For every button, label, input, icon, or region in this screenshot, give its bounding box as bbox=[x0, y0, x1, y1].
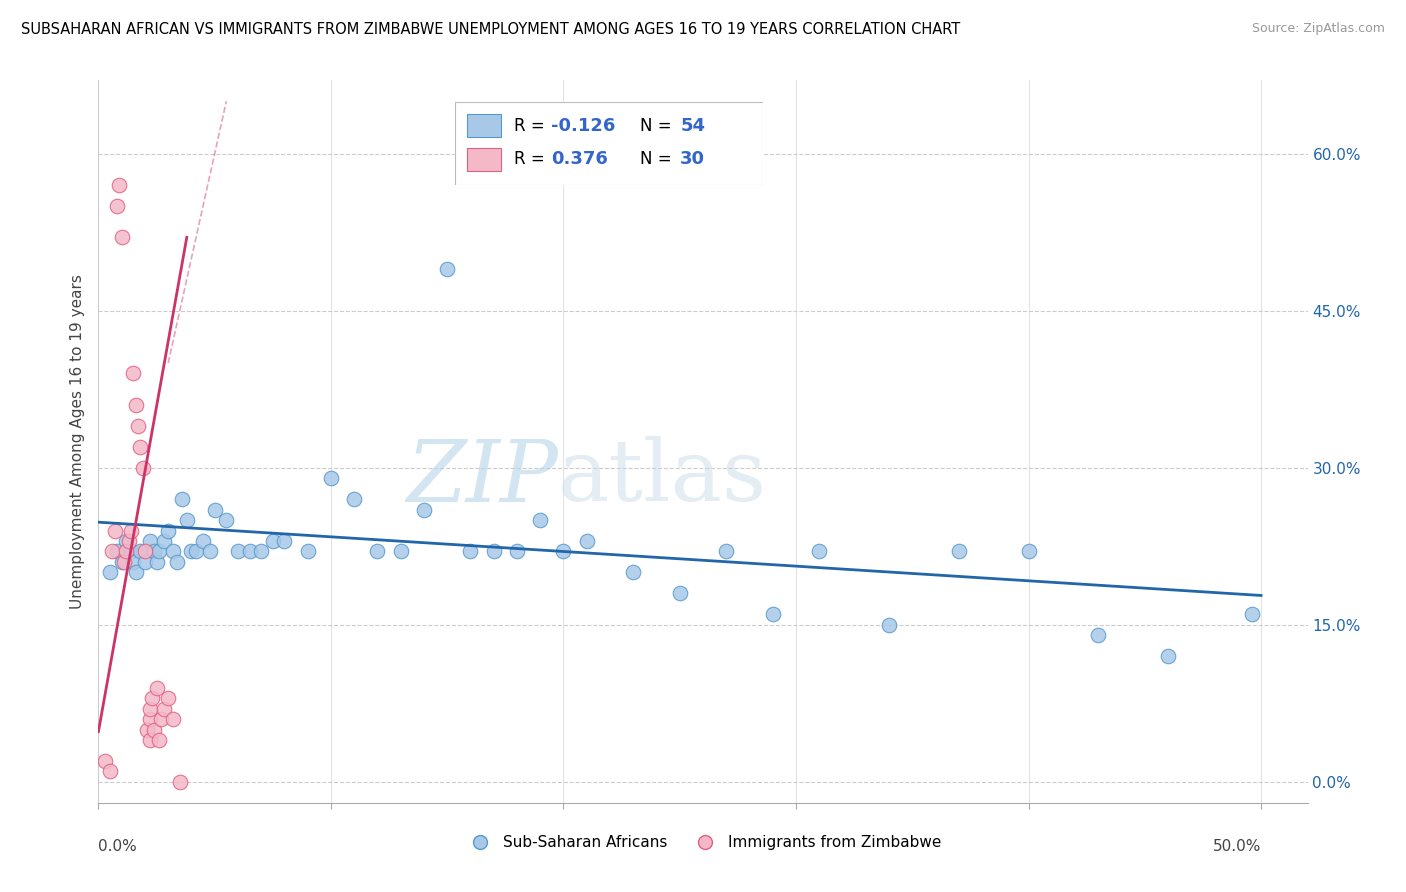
Point bbox=[148, 733, 170, 747]
Point bbox=[115, 534, 138, 549]
Point bbox=[124, 398, 146, 412]
Point bbox=[157, 524, 180, 538]
Point bbox=[1018, 544, 1040, 558]
Point bbox=[204, 502, 226, 516]
Point bbox=[141, 691, 163, 706]
Point bbox=[94, 754, 117, 768]
Point bbox=[136, 723, 159, 737]
Point bbox=[273, 534, 295, 549]
Point bbox=[436, 261, 458, 276]
Point bbox=[1240, 607, 1263, 622]
Point bbox=[716, 544, 738, 558]
Point bbox=[162, 712, 184, 726]
Point bbox=[262, 534, 284, 549]
Point bbox=[553, 544, 575, 558]
Point bbox=[162, 544, 184, 558]
Point bbox=[191, 534, 214, 549]
Point bbox=[98, 566, 121, 580]
Point bbox=[152, 534, 174, 549]
Point bbox=[105, 199, 128, 213]
Text: 50.0%: 50.0% bbox=[1213, 839, 1261, 855]
Point bbox=[124, 566, 146, 580]
Point bbox=[621, 566, 644, 580]
Point bbox=[176, 513, 198, 527]
Point bbox=[145, 555, 167, 569]
Point bbox=[134, 544, 156, 558]
Point bbox=[948, 544, 970, 558]
Point bbox=[143, 544, 166, 558]
Text: Source: ZipAtlas.com: Source: ZipAtlas.com bbox=[1251, 22, 1385, 36]
Text: SUBSAHARAN AFRICAN VS IMMIGRANTS FROM ZIMBABWE UNEMPLOYMENT AMONG AGES 16 TO 19 : SUBSAHARAN AFRICAN VS IMMIGRANTS FROM ZI… bbox=[21, 22, 960, 37]
Point bbox=[122, 367, 145, 381]
Point bbox=[152, 701, 174, 715]
Point bbox=[529, 513, 551, 527]
Point bbox=[877, 617, 900, 632]
Point bbox=[215, 513, 238, 527]
Text: atlas: atlas bbox=[558, 436, 768, 519]
Point bbox=[180, 544, 202, 558]
Point bbox=[482, 544, 505, 558]
Point bbox=[460, 544, 482, 558]
Point bbox=[366, 544, 388, 558]
Point bbox=[143, 723, 166, 737]
Y-axis label: Unemployment Among Ages 16 to 19 years: Unemployment Among Ages 16 to 19 years bbox=[70, 274, 86, 609]
Point bbox=[506, 544, 529, 558]
Legend: Sub-Saharan Africans, Immigrants from Zimbabwe: Sub-Saharan Africans, Immigrants from Zi… bbox=[458, 830, 948, 856]
Point bbox=[108, 178, 131, 192]
Point bbox=[105, 544, 128, 558]
Point bbox=[668, 586, 690, 600]
Point bbox=[138, 733, 160, 747]
Point bbox=[112, 555, 135, 569]
Point bbox=[198, 544, 221, 558]
Point bbox=[127, 418, 149, 433]
Point bbox=[226, 544, 249, 558]
Point bbox=[111, 555, 134, 569]
Point bbox=[98, 764, 121, 779]
Point bbox=[319, 471, 342, 485]
Point bbox=[150, 712, 173, 726]
Point bbox=[389, 544, 412, 558]
Point bbox=[148, 544, 170, 558]
Point bbox=[131, 460, 153, 475]
Point bbox=[115, 544, 138, 558]
Point bbox=[239, 544, 262, 558]
Point bbox=[120, 524, 142, 538]
Point bbox=[129, 544, 152, 558]
Point bbox=[166, 555, 188, 569]
Point bbox=[169, 775, 191, 789]
Point bbox=[250, 544, 273, 558]
Point bbox=[172, 492, 194, 507]
Point bbox=[120, 544, 142, 558]
Point bbox=[413, 502, 436, 516]
Point bbox=[145, 681, 167, 695]
Point bbox=[808, 544, 831, 558]
Point bbox=[1087, 628, 1109, 642]
Point bbox=[138, 701, 160, 715]
Point bbox=[134, 555, 156, 569]
Point bbox=[118, 534, 141, 549]
Point bbox=[297, 544, 319, 558]
Text: 0.0%: 0.0% bbox=[98, 839, 138, 855]
Point bbox=[111, 230, 134, 244]
Point bbox=[343, 492, 366, 507]
Point bbox=[184, 544, 207, 558]
Point bbox=[762, 607, 785, 622]
Point bbox=[1157, 649, 1180, 664]
Point bbox=[138, 534, 160, 549]
Point bbox=[575, 534, 598, 549]
Point bbox=[122, 555, 145, 569]
Point bbox=[104, 524, 127, 538]
Point bbox=[101, 544, 124, 558]
Point bbox=[157, 691, 180, 706]
Text: ZIP: ZIP bbox=[406, 436, 558, 519]
Point bbox=[138, 712, 160, 726]
Point bbox=[129, 440, 152, 454]
